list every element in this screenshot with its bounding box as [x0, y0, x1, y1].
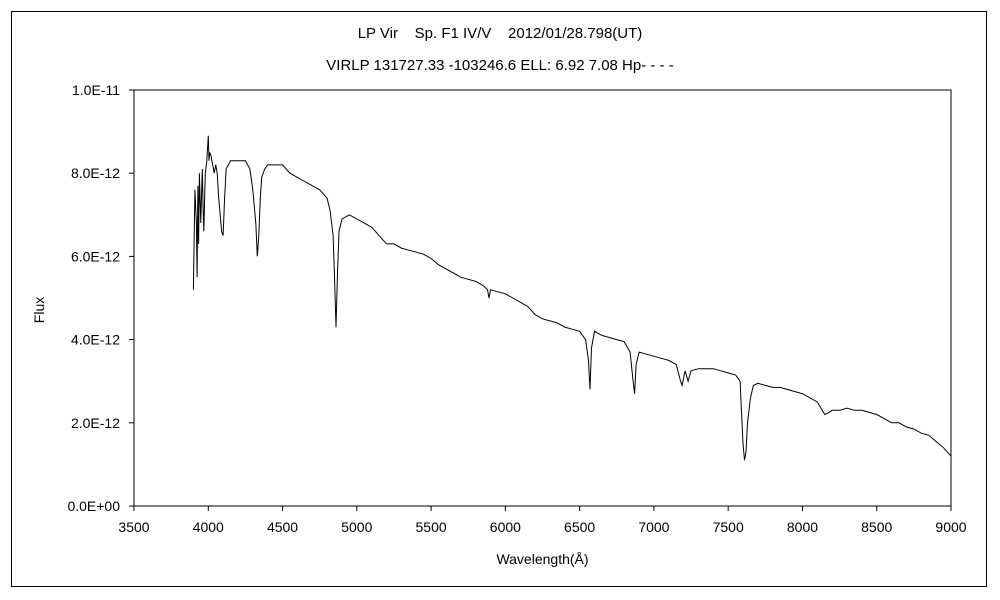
- y-tick-label: 1.0E-11: [72, 82, 120, 98]
- x-tick-label: 7000: [638, 519, 669, 535]
- x-tick-label: 6000: [490, 519, 521, 535]
- x-tick-label: 4500: [267, 519, 298, 535]
- chart-title: LP Vir Sp. F1 IV/V 2012/01/28.798(UT): [357, 25, 643, 42]
- x-tick-label: 7500: [713, 519, 744, 535]
- chart-frame: [11, 11, 987, 587]
- y-tick-label: 4.0E-12: [71, 332, 120, 348]
- x-tick-label: 8000: [787, 519, 818, 535]
- x-tick-label: 9000: [935, 519, 966, 535]
- x-axis: 3500 4000 4500 5000 5500 6000 6500 7000 7500 8000…: [118, 506, 967, 535]
- plot-area: [133, 89, 952, 507]
- y-tick-label: 8.0E-12: [71, 165, 120, 181]
- spectrum-line: [192, 135, 952, 461]
- y-tick-label: 2.0E-12: [71, 415, 120, 431]
- y-axis-label: Flux: [31, 297, 47, 323]
- chart-subtitle: VIRLP 131727.33 -103246.6 ELL: 6.92 7.08…: [326, 57, 674, 74]
- y-axis: 0.0E+00 2.0E-12 4.0E-12 6.0E-12 8.0E-12 1.0E-…: [67, 82, 134, 514]
- x-tick-label: 4000: [193, 519, 224, 535]
- x-tick-label: 5000: [341, 519, 372, 535]
- y-tick-label: 6.0E-12: [71, 248, 120, 264]
- x-axis-label: Wavelength(Å): [496, 551, 588, 567]
- x-tick-label: 8500: [861, 519, 892, 535]
- x-tick-label: 6500: [564, 519, 595, 535]
- x-tick-label: 5500: [416, 519, 447, 535]
- y-tick-label: 0.0E+00: [67, 498, 120, 514]
- x-tick-label: 3500: [118, 519, 149, 535]
